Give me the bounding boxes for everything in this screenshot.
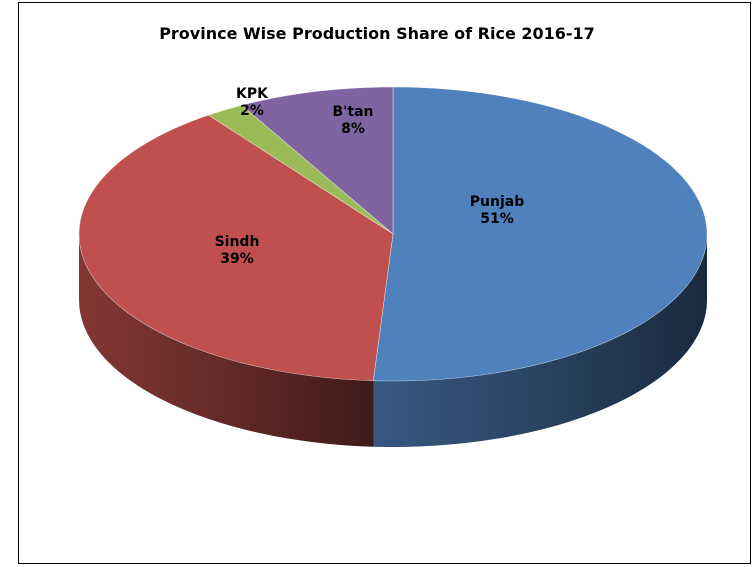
slice-punjab [372,86,708,382]
slice-label-value-punjab: 51% [480,211,514,227]
slice-label-b-tan: B'tan 8% [332,104,373,137]
slice-label-value-kpk: 2% [240,103,264,119]
pie-side-walls [79,234,707,447]
slice-label-kpk: KPK 2% [236,86,269,119]
slice-label-name-b-tan: B'tan [332,104,373,120]
pie-labels: Punjab 51% Sindh 39% KPK 2% B'tan 8% [215,86,525,267]
slice-label-name-kpk: KPK [236,86,269,102]
slice-label-name-sindh: Sindh [215,234,260,250]
slice-side-shade-punjab [373,234,707,447]
slice-label-punjab: Punjab 51% [470,194,524,227]
slice-side-shade-sindh [79,234,374,447]
slice-label-value-b-tan: 8% [341,121,365,137]
chart-title: Province Wise Production Share of Rice 2… [159,24,595,43]
pie-slices [78,86,708,382]
slice-label-name-punjab: Punjab [470,194,524,210]
slice-b-tan [241,86,394,235]
slice-sindh [78,114,394,382]
slice-label-sindh: Sindh 39% [215,234,260,267]
slice-label-value-sindh: 39% [220,251,254,267]
